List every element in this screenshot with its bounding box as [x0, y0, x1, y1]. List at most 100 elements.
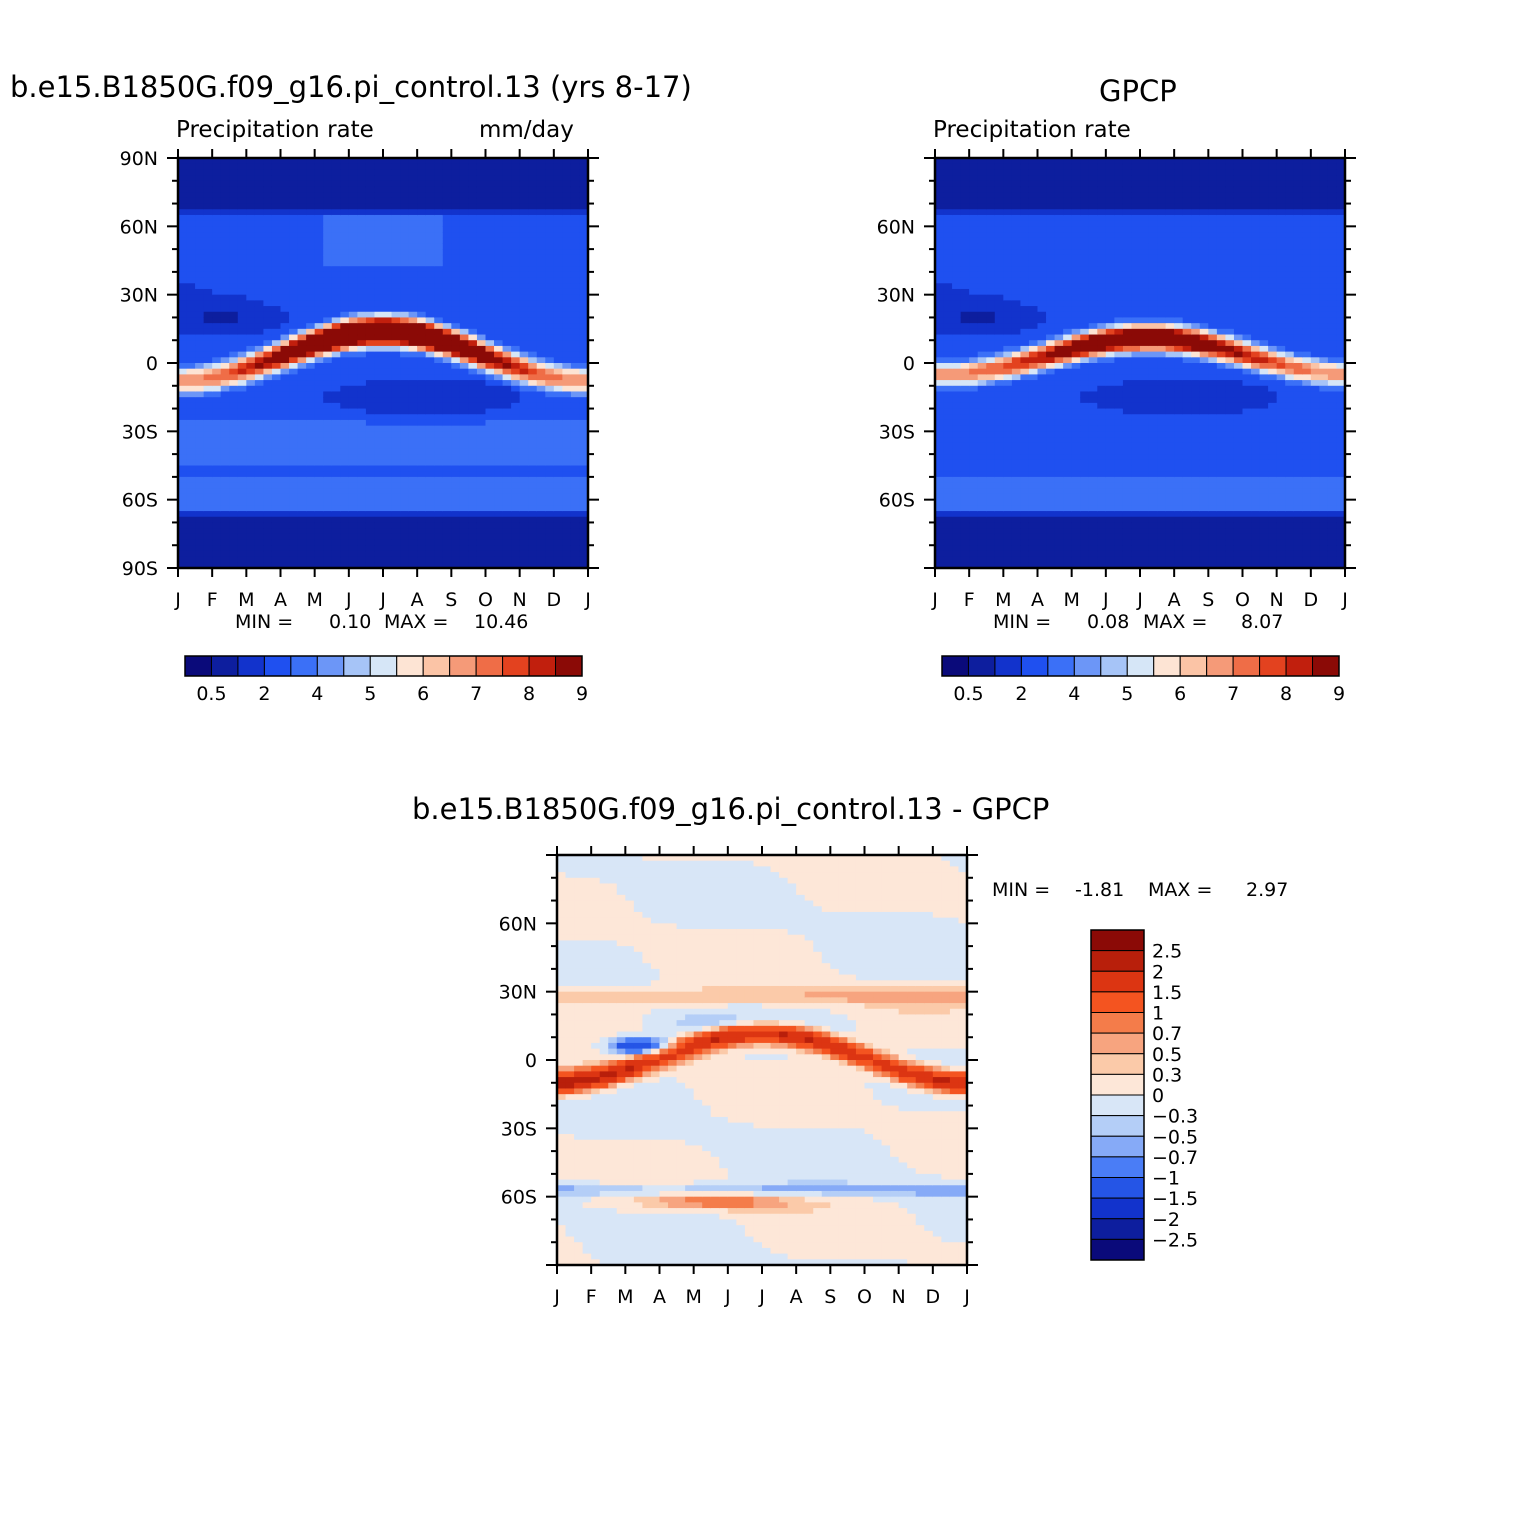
heat-cell	[952, 357, 962, 364]
heat-cell	[943, 550, 953, 558]
heat-cell	[331, 459, 341, 467]
heat-cell	[1003, 516, 1013, 524]
heat-cell	[271, 368, 282, 375]
heat-cell	[994, 454, 1004, 461]
heat-cell	[1046, 294, 1056, 301]
heat-cell	[468, 283, 478, 290]
heat-cell	[229, 243, 239, 250]
heat-cell	[570, 414, 581, 421]
heat-cell	[562, 192, 572, 199]
heat-cell	[977, 522, 987, 529]
heat-cell	[306, 197, 316, 205]
heat-cell	[943, 271, 953, 279]
heat-cell	[263, 294, 273, 301]
heat-cell	[1037, 311, 1047, 319]
heat-cell	[220, 209, 230, 216]
heat-cell	[195, 459, 205, 467]
heat-cell	[365, 499, 376, 506]
heat-cell	[1071, 556, 1081, 563]
heat-cell	[212, 158, 222, 165]
heat-cell	[425, 471, 435, 478]
heat-cell	[476, 374, 487, 381]
heat-cell	[476, 283, 487, 290]
heat-cell	[485, 408, 495, 415]
heat-cell	[254, 271, 265, 279]
heat-cell	[994, 271, 1004, 279]
heat-cell	[579, 271, 589, 279]
heat-cell	[579, 237, 589, 245]
heat-cell	[1003, 488, 1013, 495]
heat-cell	[511, 317, 521, 324]
heat-cell	[348, 545, 358, 552]
heat-cell	[579, 414, 589, 421]
heat-cell	[229, 328, 239, 336]
heat-cell	[323, 311, 333, 319]
heat-cell	[417, 562, 427, 569]
heat-cell	[494, 197, 504, 205]
heat-cell	[442, 528, 452, 535]
heat-cell	[935, 306, 945, 313]
heat-cell	[1037, 277, 1047, 284]
heat-cell	[969, 175, 979, 182]
heat-cell	[1003, 380, 1013, 387]
heat-cell	[536, 271, 546, 279]
heat-cell	[212, 283, 222, 290]
heat-cell	[442, 163, 452, 170]
heat-cell	[468, 363, 478, 370]
heat-cell	[348, 203, 358, 210]
heat-cell	[195, 283, 205, 290]
heat-cell	[562, 180, 572, 188]
heat-cell	[1046, 186, 1056, 193]
heat-cell	[511, 556, 521, 563]
heat-cell	[348, 391, 358, 398]
heat-cell	[553, 300, 563, 307]
heat-cell	[237, 488, 247, 495]
heat-cell	[459, 511, 470, 518]
heat-cell	[570, 271, 581, 279]
heat-cell	[391, 175, 401, 182]
heat-cell	[246, 254, 256, 262]
panel3-min-value: -1.81	[1075, 879, 1125, 901]
heat-cell	[528, 214, 538, 222]
heat-cell	[400, 351, 410, 358]
heat-cell	[297, 243, 307, 250]
heat-cell	[459, 391, 470, 398]
heat-cell	[468, 317, 478, 324]
heat-cell	[425, 209, 435, 216]
heat-cell	[400, 488, 410, 495]
heat-cell	[511, 169, 521, 176]
heat-cell	[562, 408, 572, 415]
heat-cell	[935, 522, 945, 529]
heat-cell	[383, 408, 393, 415]
heat-cell	[545, 237, 555, 245]
heat-cell	[374, 175, 384, 182]
heat-cell	[579, 533, 589, 541]
heat-cell	[935, 437, 945, 444]
heat-cell	[263, 397, 273, 404]
heat-cell	[246, 476, 256, 484]
heat-cell	[383, 323, 393, 330]
heat-cell	[977, 459, 987, 467]
heat-cell	[969, 448, 979, 455]
heat-cell	[271, 516, 282, 524]
heat-cell	[1063, 203, 1073, 210]
heat-cell	[314, 169, 324, 176]
heat-cell	[271, 158, 282, 165]
heat-cell	[220, 454, 230, 461]
heat-cell	[459, 550, 470, 558]
heat-cell	[357, 516, 367, 524]
heat-cell	[442, 323, 452, 330]
heat-cell	[186, 448, 196, 455]
heat-cell	[220, 357, 230, 364]
heat-cell	[383, 283, 393, 290]
heat-cell	[195, 408, 205, 415]
heat-cell	[545, 271, 555, 279]
heat-cell	[212, 323, 222, 330]
heat-cell	[935, 345, 945, 353]
heat-cell	[935, 175, 945, 182]
heat-cell	[237, 163, 247, 170]
heat-cell	[459, 288, 470, 296]
heat-cell	[485, 180, 495, 188]
heat-cell	[254, 545, 265, 552]
heat-cell	[434, 562, 444, 569]
